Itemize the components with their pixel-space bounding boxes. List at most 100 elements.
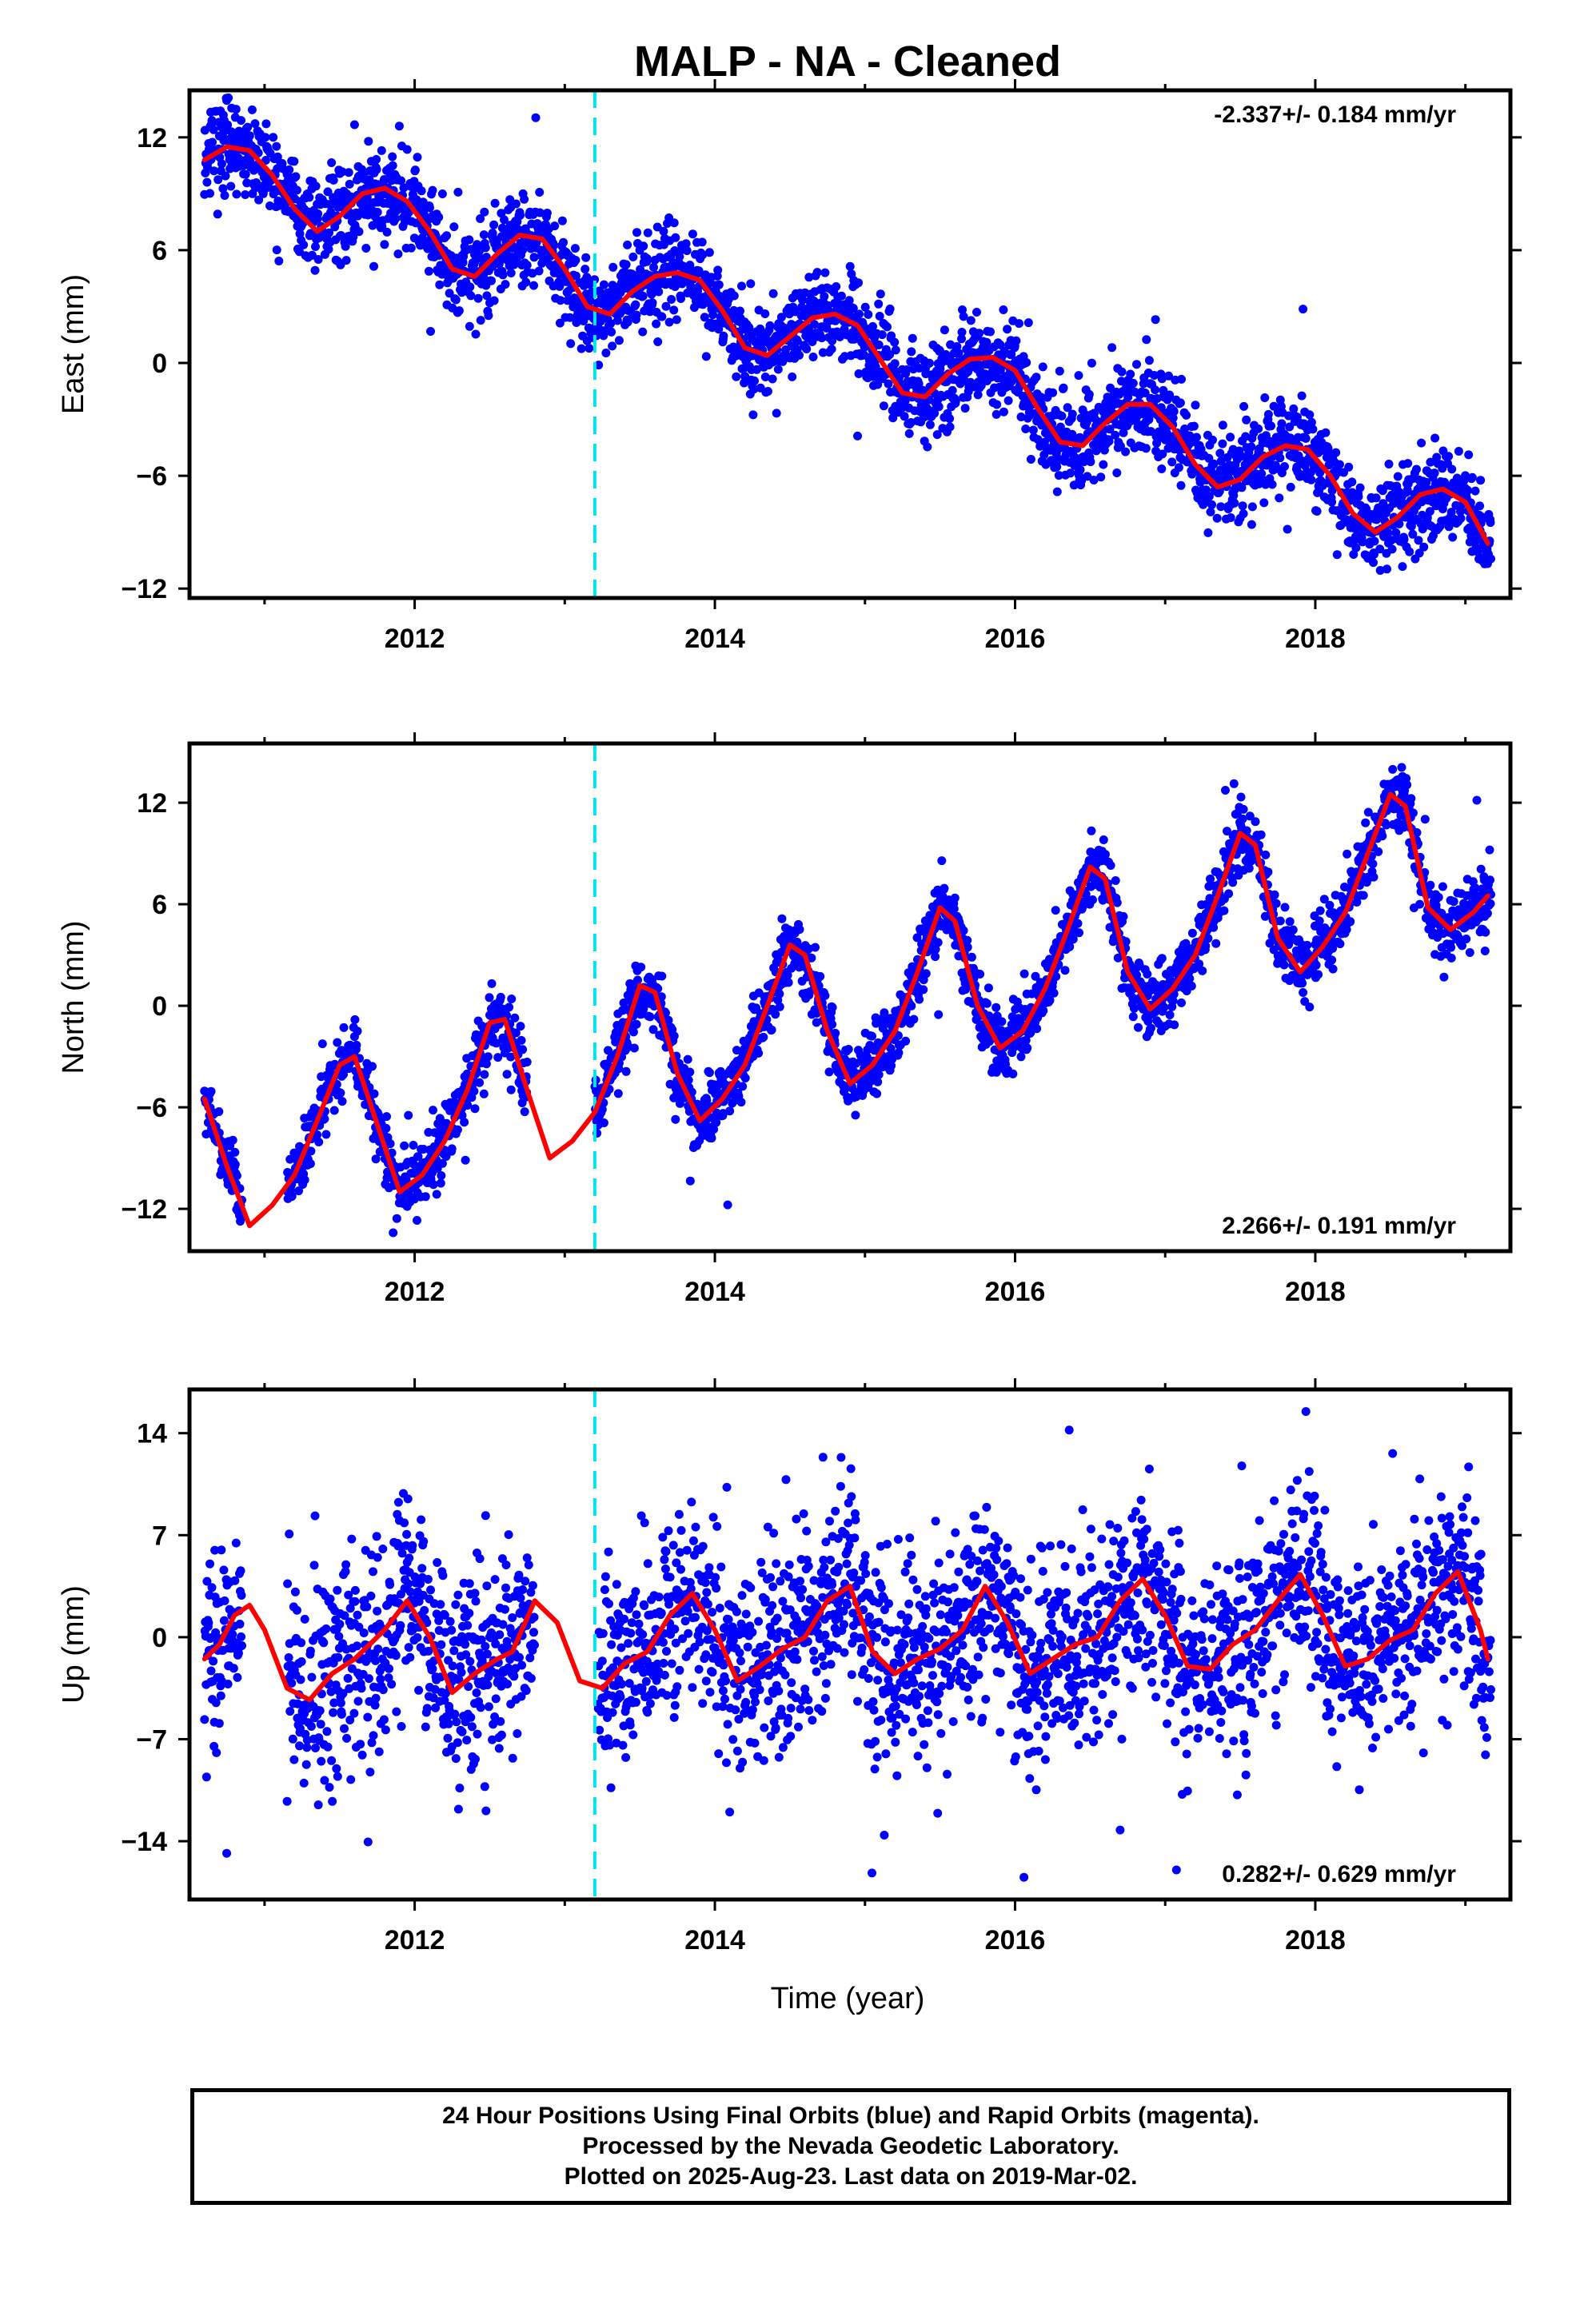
data-point: [1177, 481, 1186, 490]
data-point: [1190, 422, 1199, 431]
data-point: [407, 244, 416, 253]
data-point: [1388, 545, 1397, 554]
data-point: [245, 131, 254, 140]
data-point: [967, 316, 976, 325]
data-point: [517, 1036, 526, 1045]
data-point: [844, 1045, 853, 1054]
data-point: [434, 213, 443, 221]
data-point: [1048, 389, 1057, 397]
data-point: [777, 915, 786, 923]
data-point: [1471, 487, 1480, 496]
data-point: [510, 1014, 519, 1022]
data-points-east: [200, 10, 1495, 611]
data-point: [1176, 398, 1185, 407]
data-point: [795, 351, 804, 360]
data-point: [393, 249, 402, 258]
data-point: [1075, 371, 1083, 380]
data-point: [226, 182, 235, 191]
data-point: [1254, 425, 1263, 433]
data-point: [662, 302, 671, 311]
data-point: [1203, 528, 1212, 537]
data-point: [1112, 468, 1121, 477]
data-point: [905, 429, 914, 438]
data-point: [851, 1110, 860, 1119]
data-point: [919, 985, 928, 994]
data-point: [1111, 876, 1120, 885]
data-point: [864, 310, 872, 319]
data-point: [221, 191, 229, 200]
data-point: [369, 262, 378, 271]
data-point: [425, 203, 434, 212]
data-point: [772, 409, 781, 417]
data-point: [600, 281, 608, 289]
data-point: [961, 404, 970, 413]
data-point: [465, 322, 474, 331]
data-point: [1405, 548, 1414, 556]
data-point: [313, 209, 322, 218]
data-point: [1230, 499, 1239, 508]
data-point: [571, 256, 580, 265]
data-point: [1119, 912, 1128, 921]
data-point: [1121, 448, 1130, 456]
data-point: [670, 218, 679, 227]
data-point: [1011, 337, 1020, 345]
data-point: [1219, 421, 1227, 429]
data-point: [875, 341, 884, 349]
data-point: [986, 328, 995, 337]
data-point: [559, 238, 568, 247]
data-point: [997, 1017, 1006, 1026]
data-point: [350, 121, 359, 130]
data-point: [383, 228, 392, 237]
data-point: [389, 1229, 397, 1238]
data-point: [813, 268, 822, 277]
data-point: [1239, 501, 1247, 510]
data-point: [437, 1179, 445, 1188]
data-point: [999, 408, 1008, 417]
x-tick-label: 2018: [1285, 624, 1346, 654]
data-point: [1143, 970, 1151, 979]
data-point: [672, 315, 681, 324]
data-point: [391, 214, 400, 223]
data-point: [820, 292, 828, 301]
data-point: [628, 253, 637, 261]
data-point: [632, 311, 641, 320]
data-point: [429, 186, 437, 195]
data-point: [484, 1052, 493, 1061]
data-point: [948, 386, 957, 395]
data-point: [608, 341, 616, 350]
data-point: [550, 221, 559, 230]
data-point: [984, 983, 993, 992]
data-point: [774, 365, 783, 374]
data-point: [1239, 509, 1248, 518]
data-point: [908, 334, 917, 343]
data-point: [624, 317, 632, 326]
data-point: [1107, 343, 1116, 352]
data-point: [1313, 507, 1322, 516]
data-point: [437, 1171, 445, 1180]
data-point: [1403, 459, 1412, 468]
rate-label: -2.337+/- 0.184 mm/yr: [1214, 102, 1456, 128]
data-point: [854, 278, 863, 287]
data-point: [719, 332, 728, 341]
data-point: [217, 159, 226, 168]
data-point: [1371, 537, 1379, 546]
data-point: [372, 155, 381, 164]
data-point: [274, 257, 283, 265]
data-point: [585, 344, 593, 353]
data-point: [825, 1067, 834, 1076]
data-point: [355, 227, 364, 236]
data-point: [516, 211, 525, 220]
data-point: [503, 1070, 512, 1078]
data-point: [639, 241, 648, 250]
data-point: [732, 373, 740, 381]
data-point: [820, 269, 829, 277]
data-point: [992, 1068, 1001, 1077]
y-tick-label: 12: [137, 123, 167, 153]
data-point: [811, 943, 820, 952]
data-point: [1059, 384, 1068, 393]
data-point: [1021, 425, 1030, 433]
data-point: [361, 244, 370, 253]
data-point: [636, 963, 645, 971]
data-point: [1382, 564, 1391, 573]
data-point: [1207, 500, 1216, 509]
